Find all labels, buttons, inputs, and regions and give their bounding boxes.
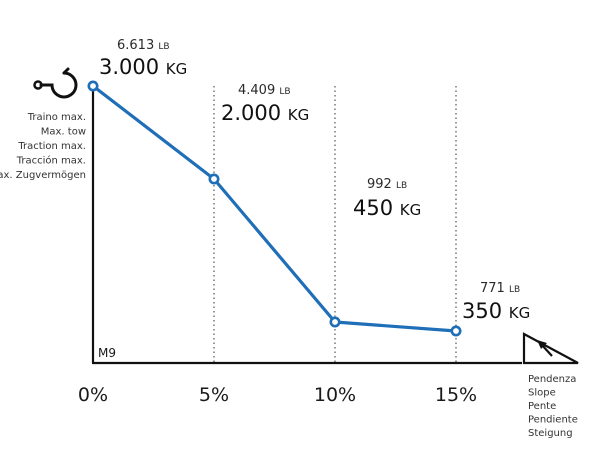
data-label-kg: 3.000 KG [99,55,187,79]
series-line [91,84,458,333]
data-label-lb: 771 LB [480,281,520,296]
x-tick-label: 0% [78,384,108,406]
x-axis-label-line: Slope [528,388,556,399]
y-axis-label-line: Tracción max. [16,155,86,167]
x-tick-label: 5% [199,384,229,406]
y-axis-label-line: Traino max. [27,112,86,123]
data-labels: 6.613 LB 3.000 KG 4.409 LB 2.000 KG 992 LB 45… [99,38,530,323]
x-axis-label-line: Pendiente [528,415,578,426]
y-axis-label-line: Max. tow [41,127,86,138]
x-tick-label: 10% [314,384,356,406]
data-label-lb: 4.409 LB [238,83,291,98]
y-axis-label-line: Max. Zugvermögen [0,170,86,181]
data-point-10pct [329,316,341,328]
tow-hook-icon [33,67,78,99]
data-point-15pct [450,325,462,337]
x-axis-label: Pendenza Slope Pente Pendiente Steigung [528,374,578,439]
x-axis-label-line: Pente [528,401,556,412]
y-axis-label: Traino max. Max. tow Traction max. Tracción… [0,112,86,181]
data-point-0pct [87,80,99,92]
data-label-kg: 350 KG [462,299,530,323]
x-tick-labels: 0% 5% 10% 15% [78,384,477,406]
slope-triangle-icon [522,332,579,365]
data-label-kg: 450 KG [353,196,421,220]
y-axis-label-line: Traction max. [17,141,86,152]
data-label-kg: 2.000 KG [221,101,309,125]
data-point-5pct [208,173,220,185]
x-axis-label-line: Steigung [528,428,573,439]
data-label-lb: 992 LB [367,177,407,192]
data-points [87,80,462,337]
x-tick-label: 15% [435,384,477,406]
model-label: M9 [98,346,116,360]
x-axis-label-line: Pendenza [528,374,576,385]
data-label-lb: 6.613 LB [117,38,170,53]
